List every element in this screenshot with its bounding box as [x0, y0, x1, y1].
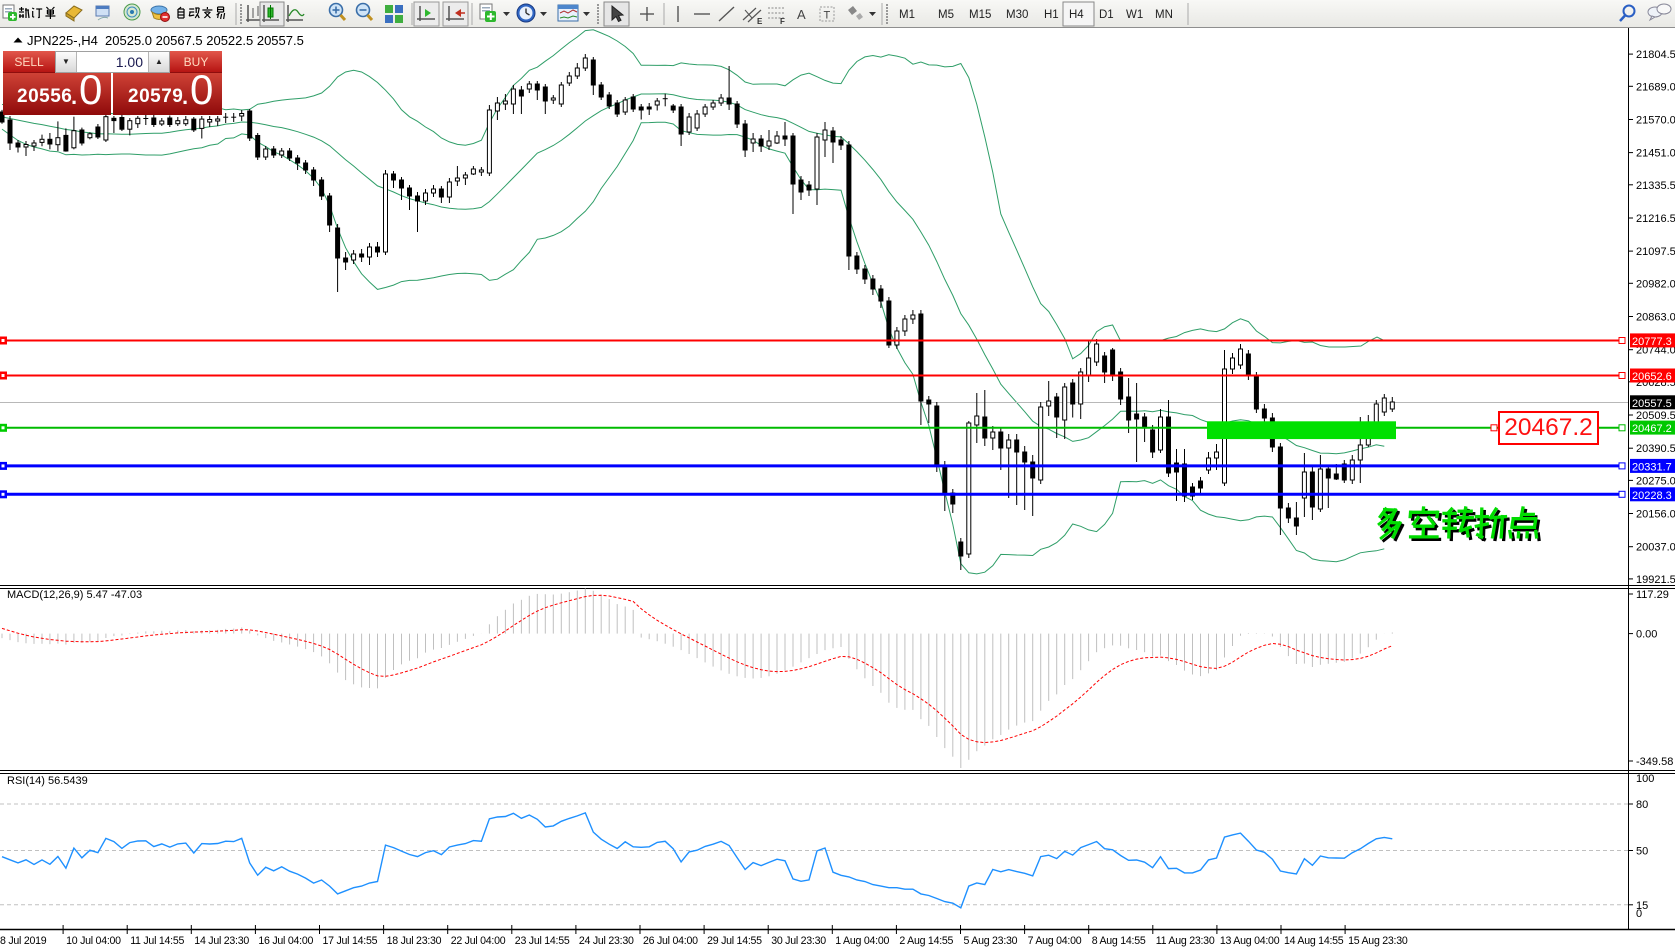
- svg-text:50: 50: [1636, 846, 1648, 858]
- svg-text:11 Aug 23:30: 11 Aug 23:30: [1156, 935, 1215, 947]
- svg-text:W1: W1: [1126, 9, 1143, 21]
- svg-text:20744.0: 20744.0: [1636, 345, 1675, 357]
- svg-text:M5: M5: [938, 9, 954, 21]
- svg-text:20863.0: 20863.0: [1636, 312, 1675, 324]
- svg-text:11 Jul 14:55: 11 Jul 14:55: [130, 935, 184, 947]
- svg-text:21804.5: 21804.5: [1636, 49, 1675, 61]
- svg-text:M1: M1: [899, 9, 915, 21]
- svg-text:20228.3: 20228.3: [1632, 490, 1672, 502]
- svg-text:30 Jul 23:30: 30 Jul 23:30: [771, 935, 826, 947]
- svg-text:8 Jul 2019: 8 Jul 2019: [0, 935, 47, 947]
- svg-text:2 Aug 14:55: 2 Aug 14:55: [899, 935, 953, 947]
- svg-text:20390.5: 20390.5: [1636, 443, 1675, 455]
- svg-text:F: F: [780, 17, 785, 26]
- svg-text:17 Jul 14:55: 17 Jul 14:55: [323, 935, 378, 947]
- svg-text:21335.5: 21335.5: [1636, 180, 1675, 192]
- svg-text:20037.0: 20037.0: [1636, 542, 1675, 554]
- svg-text:-349.58: -349.58: [1636, 756, 1673, 768]
- svg-text:15 Aug 23:30: 15 Aug 23:30: [1348, 935, 1408, 947]
- svg-text:22 Jul 04:00: 22 Jul 04:00: [451, 935, 506, 947]
- svg-text:20275.0: 20275.0: [1636, 475, 1675, 487]
- svg-text:8 Aug 14:55: 8 Aug 14:55: [1092, 935, 1146, 947]
- svg-text:21216.5: 21216.5: [1636, 213, 1675, 225]
- svg-text:29 Jul 14:55: 29 Jul 14:55: [707, 935, 762, 947]
- svg-text:15: 15: [1636, 900, 1648, 912]
- svg-text:18 Jul 23:30: 18 Jul 23:30: [387, 935, 442, 947]
- svg-text:14 Jul 23:30: 14 Jul 23:30: [194, 935, 249, 947]
- svg-text:H1: H1: [1044, 9, 1059, 21]
- svg-text:100: 100: [1636, 773, 1654, 785]
- svg-text:20467.2: 20467.2: [1504, 414, 1593, 441]
- svg-text:117.29: 117.29: [1636, 589, 1669, 601]
- svg-text:H4: H4: [1069, 9, 1084, 21]
- svg-text:M15: M15: [969, 9, 991, 21]
- svg-text:21570.0: 21570.0: [1636, 115, 1675, 127]
- svg-text:13 Aug 04:00: 13 Aug 04:00: [1220, 935, 1280, 947]
- svg-text:14 Aug 14:55: 14 Aug 14:55: [1284, 935, 1344, 947]
- svg-text:26 Jul 04:00: 26 Jul 04:00: [643, 935, 698, 947]
- svg-text:24 Jul 23:30: 24 Jul 23:30: [579, 935, 634, 947]
- svg-text:21097.5: 21097.5: [1636, 246, 1675, 258]
- svg-text:10 Jul 04:00: 10 Jul 04:00: [66, 935, 121, 947]
- svg-text:0: 0: [1636, 908, 1642, 920]
- svg-text:23 Jul 14:55: 23 Jul 14:55: [515, 935, 570, 947]
- svg-text:5 Aug 23:30: 5 Aug 23:30: [964, 935, 1018, 947]
- svg-text:T: T: [824, 10, 831, 22]
- svg-text:20467.2: 20467.2: [1632, 423, 1672, 435]
- svg-text:20652.6: 20652.6: [1632, 371, 1672, 383]
- svg-text:20557.5: 20557.5: [1632, 398, 1672, 410]
- svg-text:20509.5: 20509.5: [1636, 410, 1675, 422]
- svg-text:RSI(14) 56.5439: RSI(14) 56.5439: [7, 775, 88, 787]
- svg-text:20777.3: 20777.3: [1632, 336, 1672, 348]
- svg-text:M30: M30: [1006, 9, 1028, 21]
- svg-text:MN: MN: [1155, 9, 1173, 21]
- svg-text:JPN225-,H4 20525.0 20567.5 20: JPN225-,H4 20525.0 20567.5 20522.5 20557…: [27, 33, 304, 48]
- svg-text:20156.0: 20156.0: [1636, 509, 1675, 521]
- svg-text:19921.5: 19921.5: [1636, 574, 1675, 586]
- svg-text:E: E: [757, 17, 763, 26]
- svg-text:20982.0: 20982.0: [1636, 278, 1675, 290]
- svg-text:0.00: 0.00: [1636, 629, 1657, 641]
- svg-text:1 Aug 04:00: 1 Aug 04:00: [835, 935, 889, 947]
- svg-text:21451.0: 21451.0: [1636, 148, 1675, 160]
- svg-text:20331.7: 20331.7: [1632, 461, 1672, 473]
- svg-text:80: 80: [1636, 799, 1648, 811]
- svg-text:A: A: [797, 7, 806, 22]
- svg-text:21689.0: 21689.0: [1636, 81, 1675, 93]
- svg-text:D1: D1: [1099, 9, 1114, 21]
- svg-text:7 Aug 04:00: 7 Aug 04:00: [1028, 935, 1082, 947]
- svg-text:16 Jul 04:00: 16 Jul 04:00: [258, 935, 313, 947]
- svg-text:MACD(12,26,9) 5.47 -47.03: MACD(12,26,9) 5.47 -47.03: [7, 589, 142, 601]
